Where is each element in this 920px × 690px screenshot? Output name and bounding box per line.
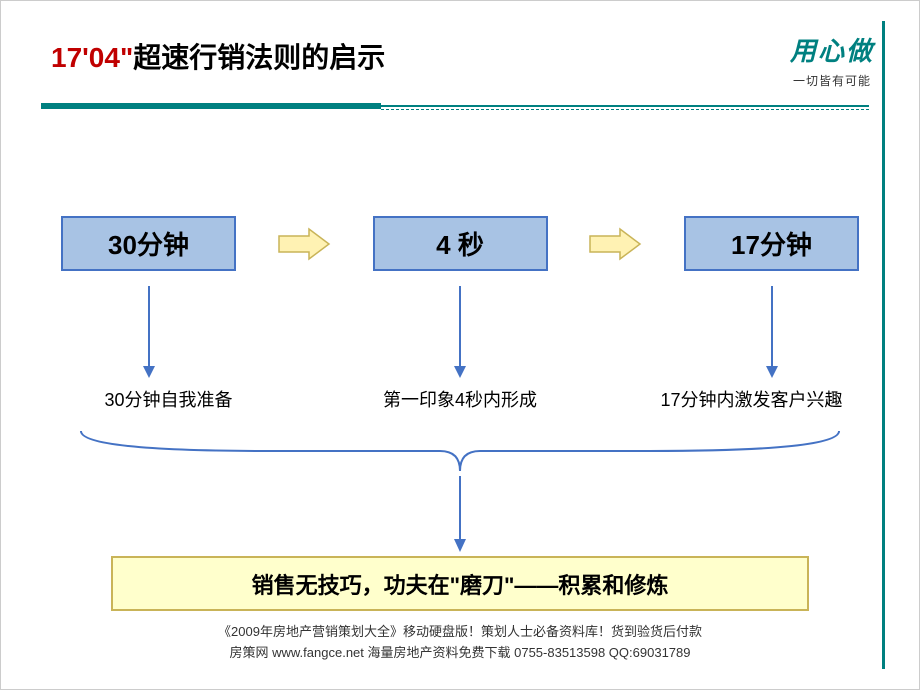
desc-1: 30分钟自我准备 — [61, 386, 276, 412]
arrow-right-icon — [277, 227, 332, 261]
footer-line1: 《2009年房地产营销策划大全》移动硬盘版！策划人士必备资料库！货到验货后付款 — [1, 622, 919, 643]
conclusion-text: 销售无技巧，功夫在"磨刀"——积累和修炼 — [252, 568, 669, 600]
arrow-down-icon — [139, 286, 159, 381]
conclusion-box: 销售无技巧，功夫在"磨刀"——积累和修炼 — [111, 556, 809, 611]
logo-sub: 一切皆有可能 — [790, 72, 874, 89]
flow-box-4sec: 4 秒 — [373, 216, 548, 271]
v-arrow-3 — [684, 286, 859, 381]
header: 17'04"超速行销法则的启示 — [51, 36, 869, 76]
v-arrow-1 — [61, 286, 236, 381]
flow-box-17min: 17分钟 — [684, 216, 859, 271]
arrow-down-icon — [450, 476, 470, 554]
brace — [61, 426, 859, 476]
logo-main: 用心做 — [790, 31, 874, 68]
flow-box-30min: 30分钟 — [61, 216, 236, 271]
flow-box-label: 30分钟 — [108, 225, 189, 262]
flow-box-label: 4 秒 — [436, 225, 484, 262]
desc-3: 17分钟内激发客户兴趣 — [644, 386, 859, 412]
flow-box-label: 17分钟 — [731, 225, 812, 262]
h-arrow-1 — [277, 227, 332, 261]
footer: 《2009年房地产营销策划大全》移动硬盘版！策划人士必备资料库！货到验货后付款 … — [1, 622, 919, 664]
desc-2: 第一印象4秒内形成 — [353, 386, 568, 412]
footer-line2: 房策网 www.fangce.net 海量房地产资料免费下载 0755-8351… — [1, 643, 919, 664]
arrow-down-icon — [450, 286, 470, 381]
divider-thick — [41, 103, 381, 109]
divider-thin — [381, 105, 869, 107]
logo: 用心做 一切皆有可能 — [790, 31, 874, 89]
brace-icon — [61, 426, 859, 476]
desc-row: 30分钟自我准备 第一印象4秒内形成 17分钟内激发客户兴趣 — [61, 386, 859, 412]
page-title: 17'04"超速行销法则的启示 — [51, 36, 869, 76]
h-arrow-2 — [588, 227, 643, 261]
right-accent-bar — [882, 21, 885, 669]
divider — [41, 101, 869, 111]
title-red-part: 17'04" — [51, 42, 133, 73]
v-arrow-2 — [373, 286, 548, 381]
arrow-down-icon — [762, 286, 782, 381]
arrow-right-icon — [588, 227, 643, 261]
center-arrow — [1, 476, 919, 554]
flow-row: 30分钟 4 秒 17分钟 — [61, 216, 859, 271]
title-black-part: 超速行销法则的启示 — [133, 42, 385, 73]
divider-dash — [381, 109, 869, 110]
v-arrow-row — [61, 286, 859, 381]
